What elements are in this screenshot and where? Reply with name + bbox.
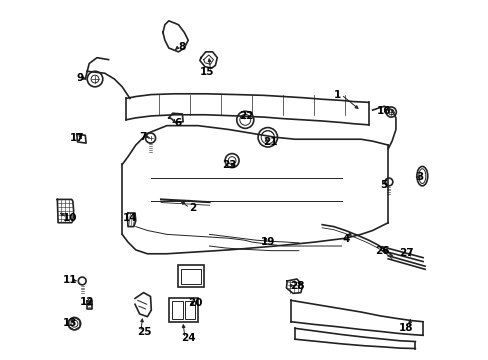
Bar	[178, 265, 203, 287]
Text: 23: 23	[221, 160, 236, 170]
Text: 11: 11	[62, 275, 77, 285]
Bar	[168, 298, 198, 322]
Text: 4: 4	[342, 234, 349, 244]
Text: 28: 28	[289, 280, 304, 291]
Bar	[181, 269, 200, 284]
Text: 13: 13	[62, 318, 77, 328]
Bar	[171, 301, 183, 319]
Text: 3: 3	[415, 172, 423, 182]
Text: 7: 7	[139, 131, 146, 141]
Text: 22: 22	[239, 111, 254, 121]
Text: 9: 9	[76, 73, 83, 83]
Text: 12: 12	[80, 297, 94, 307]
Text: 15: 15	[200, 67, 214, 77]
Text: 19: 19	[260, 237, 274, 247]
Text: 14: 14	[123, 213, 138, 223]
Text: 18: 18	[398, 323, 412, 333]
Text: 8: 8	[178, 42, 185, 52]
Text: 1: 1	[333, 90, 341, 100]
Text: 6: 6	[174, 117, 181, 127]
Text: 5: 5	[379, 180, 386, 190]
Text: 24: 24	[181, 333, 196, 343]
Bar	[185, 301, 195, 319]
Text: 25: 25	[137, 327, 151, 337]
Text: 17: 17	[70, 133, 85, 143]
Text: 10: 10	[63, 213, 78, 223]
Text: 16: 16	[376, 106, 391, 116]
Text: 27: 27	[398, 248, 412, 258]
Text: 26: 26	[375, 246, 389, 256]
Text: 21: 21	[263, 137, 277, 147]
Text: 2: 2	[189, 203, 197, 213]
Text: 20: 20	[188, 298, 203, 309]
